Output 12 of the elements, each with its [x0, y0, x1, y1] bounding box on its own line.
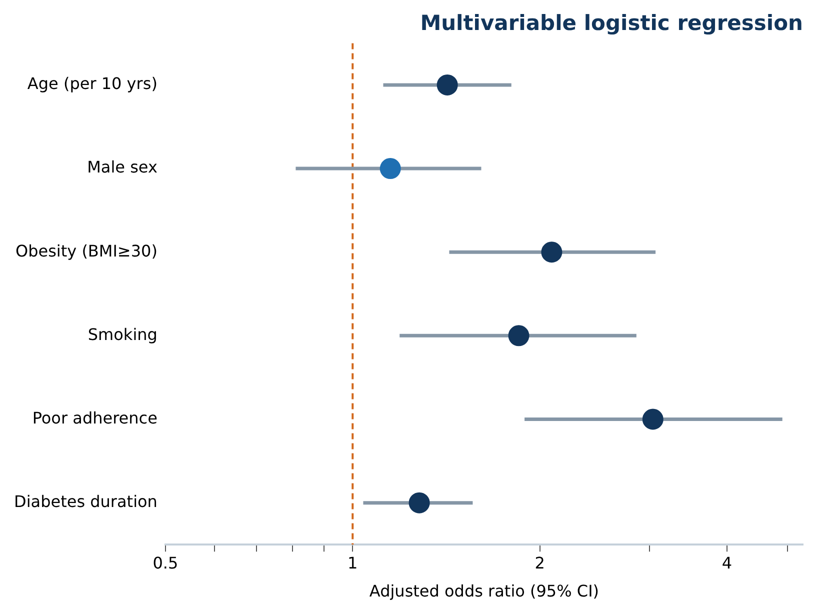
y-tick-label: Male sex [87, 158, 158, 177]
y-tick-label: Poor adherence [32, 408, 158, 428]
x-tick-label: 2 [534, 553, 545, 572]
y-tick-label: Diabetes duration [14, 492, 158, 511]
x-axis-title: Adjusted odds ratio (95% CI) [369, 582, 600, 601]
x-tick-label: 1 [348, 553, 358, 572]
y-tick-label: Smoking [88, 324, 158, 344]
chart-title: Multivariable logistic regression [420, 11, 803, 36]
x-tick-label: 0.5 [152, 553, 178, 572]
y-tick-label: Obesity (BMI≥30) [15, 241, 158, 260]
y-tick-label: Age (per 10 yrs) [27, 74, 158, 94]
x-tick-label: 4 [722, 553, 732, 572]
